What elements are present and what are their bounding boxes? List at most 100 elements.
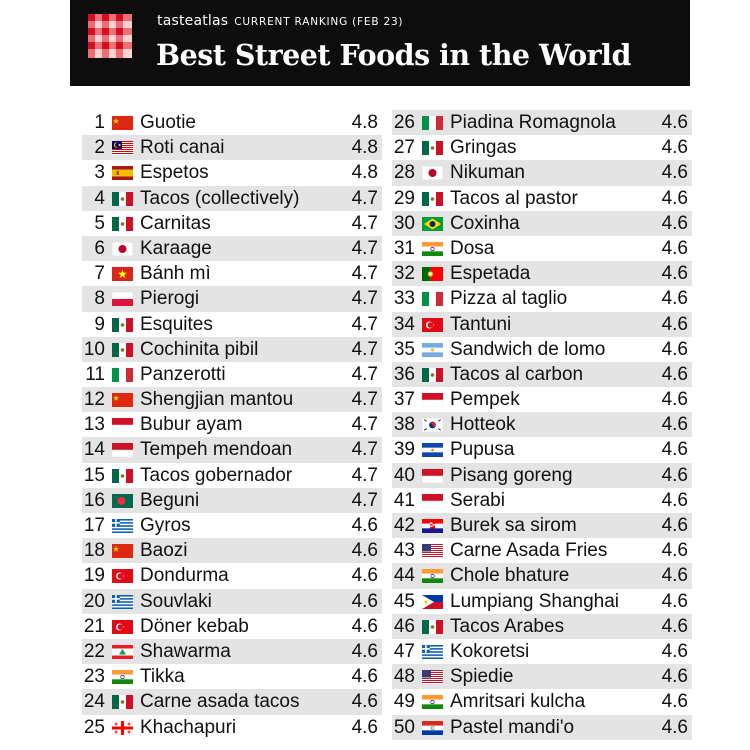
rank-number: 4 — [94, 187, 105, 209]
ranking-row: 6 Karaage 4.7 — [82, 235, 382, 262]
ranking-row: 40 Pisang goreng 4.6 — [392, 462, 692, 488]
food-name: Shengjian mantou — [140, 389, 294, 411]
china-flag-icon — [112, 393, 133, 408]
ranking-row: 31 Dosa 4.6 — [392, 236, 692, 261]
rank-number: 10 — [83, 338, 105, 360]
ranking-row: 27 Gringas 4.6 — [392, 135, 692, 160]
ranking-row: 24 Carne asada tacos 4.6 — [82, 689, 382, 715]
rank-number: 31 — [393, 237, 415, 259]
food-name: Dondurma — [140, 565, 229, 587]
food-score: 4.6 — [351, 565, 378, 587]
ranking-row: 19 Dondurma 4.6 — [82, 563, 382, 588]
food-score: 4.7 — [351, 363, 378, 385]
brand-name: tasteatlas — [157, 13, 229, 29]
food-score: 4.6 — [661, 439, 688, 461]
indonesia-flag-icon — [421, 393, 444, 408]
food-score: 4.6 — [351, 540, 378, 562]
food-score: 4.6 — [661, 162, 688, 184]
food-score: 4.6 — [351, 666, 378, 688]
food-score: 4.7 — [351, 187, 378, 209]
ranking-row: 30 Coxinha 4.6 — [392, 210, 692, 236]
mexico-flag-icon — [112, 191, 133, 206]
food-name: Tacos (collectively) — [140, 187, 300, 209]
food-name: Lumpiang Shanghai — [450, 590, 620, 612]
food-name: Tacos al carbon — [450, 363, 584, 385]
rank-number: 16 — [83, 489, 105, 511]
mexico-flag-icon — [112, 695, 133, 710]
ranking-row: 42 Burek sa sirom 4.6 — [392, 513, 692, 539]
food-score: 4.6 — [661, 137, 688, 159]
mexico-flag-icon — [422, 191, 443, 206]
rank-number: 19 — [83, 565, 105, 587]
rank-number: 47 — [393, 640, 415, 662]
rank-number: 46 — [393, 615, 415, 637]
food-score: 4.8 — [351, 162, 378, 184]
rank-number: 30 — [393, 212, 415, 234]
italy-flag-icon — [422, 292, 443, 307]
greece-flag-icon — [112, 594, 133, 609]
turkey-flag-icon — [422, 317, 443, 332]
food-name: Carne Asada Fries — [450, 540, 608, 562]
rank-number: 2 — [94, 137, 105, 159]
food-score: 4.6 — [661, 363, 688, 385]
food-score: 4.6 — [661, 338, 688, 360]
ranking-row: 17 Gyros 4.6 — [82, 513, 382, 538]
vietnam-flag-icon — [112, 267, 133, 282]
food-name: Panzerotti — [140, 363, 226, 385]
ranking-row: 28 Nikuman 4.6 — [392, 160, 692, 186]
rank-number: 44 — [393, 565, 415, 587]
ranking-row: 48 Spiedie 4.6 — [392, 664, 692, 690]
lebanon-flag-icon — [112, 644, 133, 659]
rank-number: 41 — [393, 489, 415, 511]
ranking-row: 22 Shawarma 4.6 — [82, 638, 382, 665]
rank-number: 22 — [83, 640, 105, 662]
ranking-row: 34 Tantuni 4.6 — [392, 311, 692, 337]
food-name: Coxinha — [450, 212, 520, 234]
el-salvador-flag-icon — [422, 443, 443, 458]
rank-number: 34 — [393, 313, 415, 335]
food-score: 4.6 — [661, 187, 688, 209]
philippines-flag-icon — [422, 594, 443, 609]
food-score: 4.6 — [661, 691, 688, 713]
rank-number: 48 — [393, 666, 415, 688]
rank-number: 28 — [393, 162, 415, 184]
food-name: Pupusa — [450, 439, 515, 461]
ranking-row: 33 Pizza al taglio 4.6 — [392, 286, 692, 311]
food-name: Shawarma — [140, 640, 231, 662]
rank-number: 12 — [83, 389, 105, 411]
china-flag-icon — [112, 116, 133, 130]
food-name: Tacos al pastor — [450, 187, 578, 209]
checkered-tablecloth-logo-icon — [88, 14, 132, 58]
ranking-row: 47 Kokoretsi 4.6 — [392, 639, 692, 664]
rank-number: 8 — [94, 288, 105, 310]
food-name: Chole bhature — [450, 565, 570, 587]
food-score: 4.6 — [661, 590, 688, 612]
food-name: Piadina Romagnola — [450, 112, 616, 133]
food-score: 4.6 — [661, 112, 688, 133]
food-name: Cochinita pibil — [140, 338, 259, 360]
ranking-row: 2 Roti canai 4.8 — [82, 135, 382, 161]
croatia-flag-icon — [422, 519, 443, 533]
rank-number: 50 — [393, 716, 415, 738]
rank-number: 35 — [393, 338, 415, 360]
ranking-row: 21 Döner kebab 4.6 — [82, 614, 382, 639]
food-name: Amritsari kulcha — [450, 691, 586, 713]
food-name: Burek sa sirom — [450, 515, 577, 536]
bangladesh-flag-icon — [112, 493, 133, 508]
poland-flag-icon — [111, 292, 134, 307]
rank-number: 9 — [94, 313, 105, 335]
rank-number: 24 — [83, 691, 105, 713]
mexico-flag-icon — [422, 141, 443, 156]
south-korea-flag-icon — [421, 418, 444, 433]
ranking-row: 25 Khachapuri 4.6 — [82, 715, 382, 740]
ranking-row: 8 Pierogi 4.7 — [82, 286, 382, 312]
argentina-flag-icon — [422, 342, 443, 357]
food-name: Guotie — [140, 112, 196, 133]
india-flag-icon — [422, 569, 443, 584]
ranking-row: 41 Serabi 4.6 — [392, 488, 692, 513]
food-score: 4.6 — [661, 640, 688, 662]
food-score: 4.6 — [661, 666, 688, 688]
food-name: Tacos Arabes — [450, 615, 565, 637]
rank-number: 3 — [94, 162, 105, 184]
indonesia-flag-icon — [421, 493, 444, 509]
